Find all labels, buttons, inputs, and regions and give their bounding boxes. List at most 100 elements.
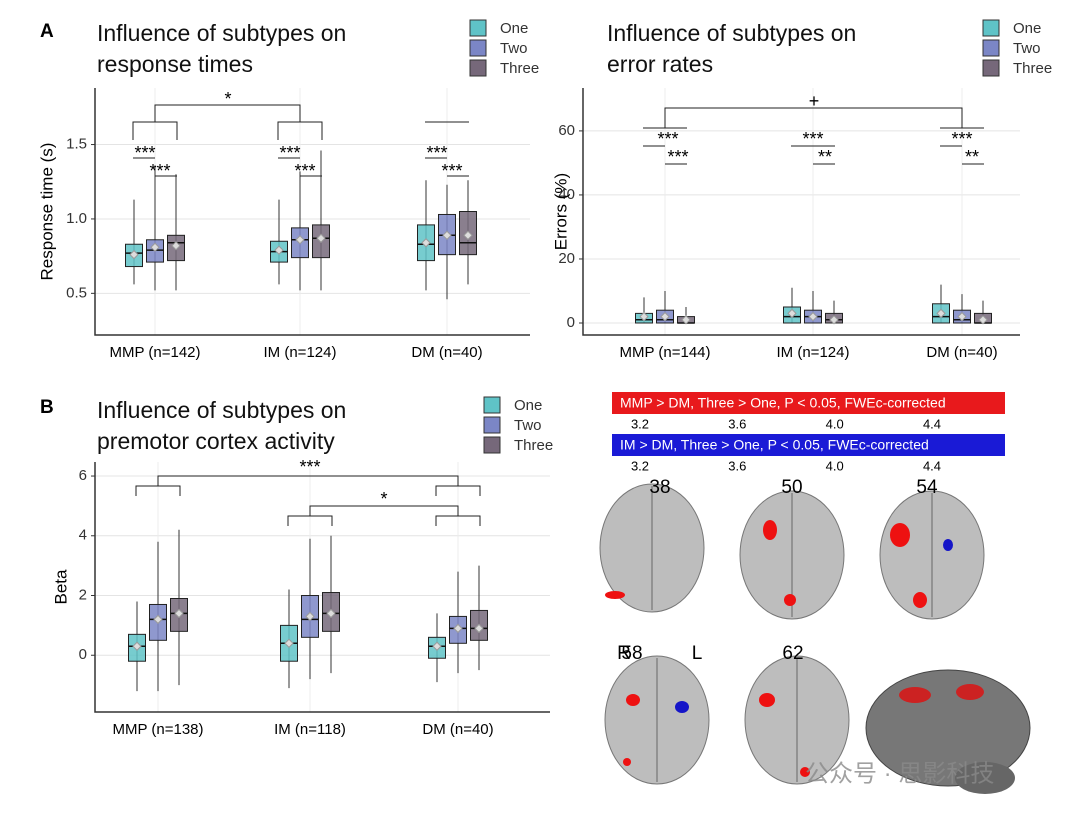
y-tick-label: 6 [79, 467, 87, 484]
activation-blob [943, 539, 953, 551]
colorbar-label: MMP > DM, Three > One, P < 0.05, FWEc-co… [620, 395, 946, 411]
mean-marker [639, 311, 649, 322]
colorbar [612, 392, 1005, 414]
activation-blob [759, 693, 775, 707]
activation-blob [605, 591, 625, 599]
y-tick-label: 0 [567, 314, 575, 331]
mean-marker [787, 308, 797, 319]
colorbar-tick-label: 3.2 [631, 458, 649, 473]
y-tick-label: 0.5 [66, 284, 87, 301]
mean-marker [453, 623, 463, 634]
significance-label: + [809, 91, 820, 111]
activation-blob [890, 523, 910, 547]
activation-blob [800, 767, 810, 777]
brain-cerebellum [955, 762, 1015, 794]
colorbar-tick-label: 4.4 [923, 458, 941, 473]
mean-marker [463, 230, 473, 241]
significance-label: *** [299, 457, 320, 477]
significance-label: *** [149, 161, 170, 181]
significance-bracket [154, 104, 301, 122]
y-tick-label: 20 [558, 250, 575, 267]
activation-blob [784, 594, 796, 606]
mean-marker [474, 623, 484, 634]
significance-bracket [287, 515, 333, 526]
legend-label: Two [500, 40, 528, 57]
significance-label: *** [134, 143, 155, 163]
legend-label: Three [514, 437, 553, 454]
panel-label: B [40, 397, 54, 418]
mean-marker [284, 638, 294, 649]
slice-label: 62 [782, 643, 803, 664]
mean-marker [132, 641, 142, 651]
colorbar-tick-label: 3.6 [728, 458, 746, 473]
activation-blob [626, 694, 640, 706]
y-tick-label: 1.0 [66, 210, 87, 227]
legend-swatch [483, 396, 501, 414]
chart-title: Influence of subtypes on response times [97, 20, 347, 77]
legend-swatch [982, 39, 1000, 57]
significance-label: *** [294, 161, 315, 181]
watermark: 公众号 · 思影科技 [805, 760, 994, 787]
axis [94, 88, 530, 336]
legend-label: One [1013, 20, 1041, 37]
significance-label: ** [818, 147, 832, 167]
legend-swatch [469, 59, 487, 77]
activation-blob [899, 687, 931, 703]
legend-label: Three [500, 60, 539, 77]
y-tick-label: 4 [79, 527, 87, 544]
mean-marker [171, 241, 181, 251]
mean-marker [174, 608, 184, 619]
mean-marker [274, 245, 284, 255]
y-axis-label: Response time (s) [37, 143, 56, 281]
mean-marker [681, 315, 691, 325]
significance-label: *** [279, 143, 300, 163]
legend-label: One [500, 20, 528, 37]
significance-label: *** [657, 129, 678, 149]
chart-title: Influence of subtypes on premotor cortex… [97, 397, 347, 454]
legend-swatch [982, 59, 1000, 77]
significance-bracket [135, 485, 181, 496]
x-tick-label: MMP (n=144) [619, 344, 710, 361]
colorbar-tick-label: 4.0 [826, 458, 844, 473]
mean-marker [316, 233, 326, 243]
significance-label: *** [426, 143, 447, 163]
significance-label: ** [965, 147, 979, 167]
legend-swatch [982, 19, 1000, 37]
legend-label: Two [1013, 40, 1041, 57]
x-tick-label: IM (n=124) [264, 344, 337, 361]
activation-blob [956, 684, 984, 700]
significance-bracket [435, 485, 481, 496]
activation-blob [675, 701, 689, 713]
x-tick-label: IM (n=118) [274, 721, 346, 738]
legend-label: Two [514, 417, 542, 434]
x-tick-label: IM (n=124) [777, 344, 850, 361]
y-tick-label: 60 [558, 122, 575, 139]
significance-label: *** [667, 147, 688, 167]
mean-marker [978, 315, 988, 325]
significance-bracket [132, 121, 178, 140]
y-tick-label: 2 [79, 586, 87, 603]
y-tick-label: 0 [79, 646, 87, 663]
x-tick-label: MMP (n=138) [112, 721, 203, 738]
axis [582, 88, 1020, 336]
activation-blob [913, 592, 927, 608]
significance-label: * [380, 489, 387, 509]
x-tick-label: DM (n=40) [422, 721, 493, 738]
x-tick-label: MMP (n=142) [109, 344, 200, 361]
colorbar-tick-label: 4.0 [826, 416, 844, 431]
mean-marker [808, 311, 818, 322]
orientation-label: R [617, 643, 631, 664]
legend-swatch [469, 19, 487, 37]
legend-label: Three [1013, 60, 1052, 77]
mean-marker [829, 315, 839, 325]
significance-bracket [157, 475, 459, 486]
colorbar-tick-label: 3.2 [631, 416, 649, 431]
y-axis-label: Beta [51, 569, 70, 605]
significance-bracket [309, 505, 459, 516]
significance-label: *** [951, 129, 972, 149]
significance-label: * [224, 89, 231, 109]
activation-blob [623, 758, 631, 766]
mean-marker [660, 311, 670, 322]
